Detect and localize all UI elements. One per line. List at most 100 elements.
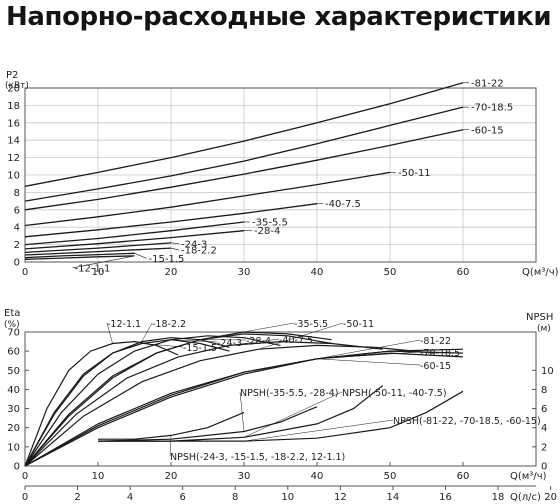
y2-tick-label: 8 bbox=[541, 385, 547, 396]
series-line bbox=[24, 106, 464, 202]
x-tick-label: 50 bbox=[384, 267, 397, 278]
series-label-leader bbox=[243, 391, 343, 438]
series-label: -60-15 bbox=[471, 125, 504, 136]
series-line bbox=[24, 203, 318, 238]
x-tick-label: 30 bbox=[238, 267, 251, 278]
y2-axis-unit: (м) bbox=[537, 324, 551, 334]
x2-tick-label: 4 bbox=[127, 492, 133, 503]
y-tick-label: 4 bbox=[14, 223, 20, 234]
page-title: Напорно-расходные характеристики bbox=[6, 2, 552, 32]
series-label: -81-22 bbox=[420, 336, 451, 347]
series-label: -40-7.5 bbox=[279, 335, 313, 346]
series-label: -24-3 bbox=[217, 338, 242, 349]
x2-tick-label: 0 bbox=[22, 492, 28, 503]
y2-tick-label: 2 bbox=[541, 442, 547, 453]
y-tick-label: 0 bbox=[14, 462, 20, 473]
series-label: -28-4 bbox=[254, 226, 280, 237]
series-label: -12-1.1 bbox=[107, 319, 141, 330]
x-tick-label: 60 bbox=[457, 267, 470, 278]
efficiency-line bbox=[24, 344, 434, 467]
x-axis-label: Q(м³/ч) bbox=[522, 267, 559, 278]
series-line bbox=[24, 242, 172, 254]
y-tick-label: 0 bbox=[14, 258, 20, 269]
x2-tick-label: 12 bbox=[334, 492, 347, 503]
series-label-leader bbox=[106, 322, 113, 344]
y-axis-unit: (кВт) bbox=[5, 81, 29, 91]
y-tick-label: 20 bbox=[7, 84, 20, 95]
series-line bbox=[24, 247, 172, 256]
x-tick-label: 40 bbox=[311, 471, 324, 482]
series-label: -50-11 bbox=[398, 168, 431, 179]
y2-tick-label: 0 bbox=[541, 462, 547, 473]
series-label: -12-1.1 bbox=[75, 263, 111, 274]
series-label-leader bbox=[170, 339, 218, 343]
series-label: -18-2.2 bbox=[152, 319, 186, 330]
series-label: -15-1.5 bbox=[183, 343, 217, 354]
y-axis-label: P2 bbox=[6, 70, 18, 81]
y-tick-label: 30 bbox=[7, 404, 20, 415]
series-label-leader bbox=[141, 322, 153, 342]
x-tick-label: 0 bbox=[22, 267, 28, 278]
x-tick-label: 20 bbox=[165, 267, 178, 278]
series-label-leader bbox=[229, 338, 280, 346]
series-label-leader bbox=[316, 351, 421, 360]
x-axis-label: Q(м³/ч) bbox=[510, 471, 547, 482]
y-tick-label: 14 bbox=[7, 136, 20, 147]
x2-tick-label: 8 bbox=[232, 492, 238, 503]
series-line bbox=[24, 171, 391, 227]
y-tick-label: 12 bbox=[7, 153, 20, 164]
y-tick-label: 8 bbox=[14, 188, 20, 199]
x2-tick-label: 10 bbox=[281, 492, 294, 503]
x2-tick-label: 14 bbox=[387, 492, 400, 503]
x2-tick-label: 16 bbox=[439, 492, 452, 503]
y2-tick-label: 6 bbox=[541, 404, 547, 415]
npsh-label: NPSH(-24-3, -15-1.5, -18-2.2, 12-1.1) bbox=[170, 452, 345, 463]
series-label-leader bbox=[170, 242, 180, 245]
series-label: -40-7.5 bbox=[325, 199, 361, 210]
npsh-label: NPSH(-35-5.5, -28-4) bbox=[240, 388, 339, 399]
y-axis-label: Eta bbox=[4, 308, 20, 319]
series-label: -70-18.5 bbox=[420, 348, 460, 359]
efficiency-line bbox=[24, 348, 464, 467]
series-label-leader bbox=[258, 322, 344, 350]
efficiency-line bbox=[24, 333, 332, 467]
y-tick-label: 18 bbox=[7, 101, 20, 112]
series-label-leader bbox=[243, 419, 394, 442]
y2-axis-label: NPSH bbox=[526, 312, 553, 323]
x-tick-label: 0 bbox=[22, 471, 28, 482]
y-axis-unit: (%) bbox=[4, 320, 20, 330]
series-label-leader bbox=[134, 253, 147, 259]
series-label: -81-22 bbox=[471, 78, 504, 89]
efficiency-line bbox=[24, 337, 230, 467]
x-tick-label: 10 bbox=[92, 471, 105, 482]
series-label: -18-2.2 bbox=[181, 246, 217, 257]
y2-tick-label: 10 bbox=[541, 366, 554, 377]
x2-tick-label: 2 bbox=[74, 492, 80, 503]
series-label: -15-1.5 bbox=[149, 254, 185, 265]
series-label-leader bbox=[239, 391, 245, 432]
series-label: -24-3 bbox=[181, 239, 207, 250]
y2-tick-label: 4 bbox=[541, 423, 547, 434]
efficiency-line bbox=[24, 335, 281, 467]
x-tick-label: 40 bbox=[311, 267, 324, 278]
series-label: -35-5.5 bbox=[294, 319, 328, 330]
efficiency-line bbox=[24, 331, 332, 467]
series-line bbox=[24, 129, 464, 211]
efficiency-line bbox=[24, 339, 230, 467]
y-tick-label: 60 bbox=[7, 347, 20, 358]
x2-tick-label: 6 bbox=[179, 492, 185, 503]
x2-tick-label: 18 bbox=[492, 492, 505, 503]
series-line bbox=[24, 252, 135, 259]
y-tick-label: 16 bbox=[7, 118, 20, 129]
x-tick-label: 20 bbox=[165, 471, 178, 482]
series-label: -50-11 bbox=[343, 319, 374, 330]
series-line bbox=[24, 230, 245, 250]
series-label: -35-5.5 bbox=[252, 217, 288, 228]
series-line bbox=[24, 255, 135, 261]
y-tick-label: 50 bbox=[7, 366, 20, 377]
series-label-leader bbox=[200, 322, 295, 340]
y-tick-label: 40 bbox=[7, 385, 20, 396]
npsh-line bbox=[98, 390, 464, 442]
efficiency-line bbox=[24, 340, 179, 467]
series-label-leader bbox=[141, 343, 184, 348]
